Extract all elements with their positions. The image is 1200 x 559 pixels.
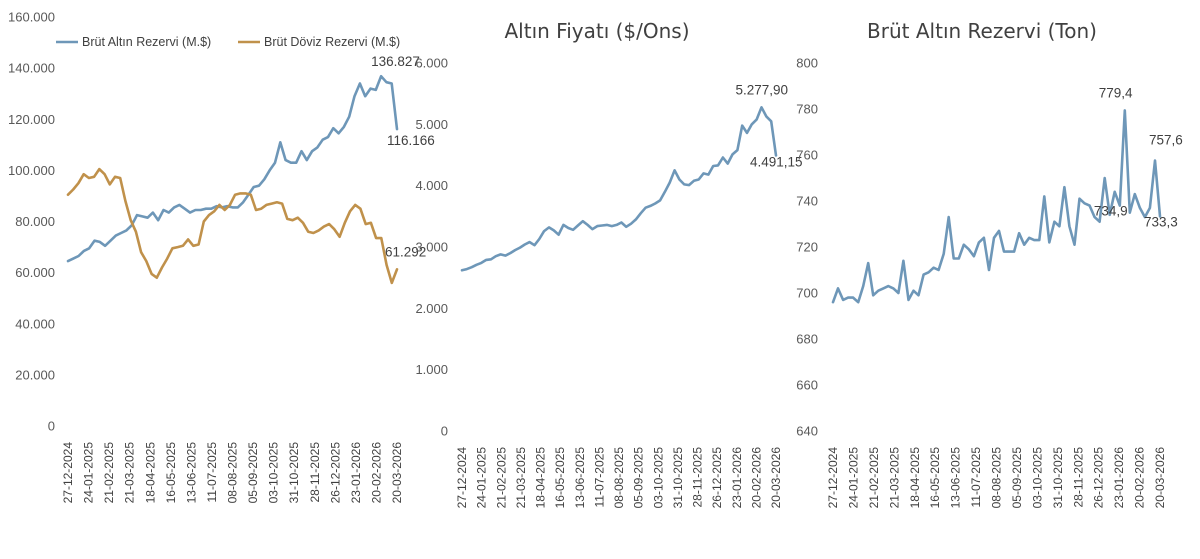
legend-entry: Brüt Döviz Rezervi (M.$) — [264, 35, 400, 49]
y-tick-label: 0 — [441, 424, 448, 439]
data-label: 779,4 — [1099, 85, 1133, 100]
chart-title: Brüt Altın Rezervi (Ton) — [867, 19, 1097, 43]
x-tick-label: 27-12-2024 — [61, 442, 75, 504]
y-tick-label: 700 — [796, 286, 818, 301]
y-tick-label: 660 — [796, 378, 818, 393]
x-tick-label: 21-03-2025 — [514, 447, 528, 509]
legend-entry: Brüt Altın Rezervi (M.$) — [82, 35, 211, 49]
x-tick-label: 31-10-2025 — [671, 447, 685, 509]
x-tick-label: 20-02-2026 — [369, 442, 383, 504]
x-tick-label: 03-10-2025 — [1030, 447, 1044, 509]
x-tick-label: 27-12-2024 — [826, 447, 840, 509]
x-tick-label: 21-03-2025 — [123, 442, 137, 504]
y-tick-label: 60.000 — [15, 265, 55, 280]
y-tick-label: 3.000 — [415, 240, 448, 255]
x-tick-label: 16-05-2025 — [553, 447, 567, 509]
chart-2: 0 1.000 2.000 3.000 4.000 5.000 6.000 Altın Fiy… — [415, 19, 802, 508]
x-tick-label: 08-08-2025 — [990, 447, 1004, 509]
data-label: 734,9 — [1094, 204, 1128, 219]
x-tick-label: 23-01-2026 — [730, 447, 744, 509]
x-tick-label: 28-11-2025 — [1071, 447, 1085, 508]
x-tick-label: 27-12-2024 — [455, 447, 469, 509]
series-line-1 — [460, 106, 778, 272]
y-tick-label: 140.000 — [8, 61, 55, 76]
y-tick-label: 40.000 — [15, 316, 55, 331]
x-tick-label: 31-10-2025 — [287, 442, 301, 504]
x-tick-label: 16-05-2025 — [928, 447, 942, 509]
x-tick-label: 24-01-2025 — [475, 447, 489, 509]
x-tick-label: 26-12-2025 — [328, 442, 342, 504]
y-tick-label: 640 — [796, 424, 818, 439]
x-tick-label: 28-11-2025 — [308, 442, 322, 503]
y-tick-label: 0 — [48, 419, 55, 434]
x-tick-label: 05-09-2025 — [1010, 447, 1024, 509]
y-tick-label: 780 — [796, 102, 818, 117]
x-tick-label: 26-12-2025 — [1092, 447, 1106, 509]
x-tick-label: 20-03-2026 — [1153, 447, 1167, 509]
x-tick-label: 24-01-2025 — [846, 447, 860, 509]
x-tick-label: 21-02-2025 — [867, 447, 881, 509]
y-tick-label: 740 — [796, 194, 818, 209]
y-tick-label: 680 — [796, 332, 818, 347]
y-tick-label: 4.000 — [415, 178, 448, 193]
x-tick-label: 03-10-2025 — [651, 447, 665, 509]
y-tick-label: 160.000 — [8, 10, 55, 25]
y-tick-label: 20.000 — [15, 367, 55, 382]
x-tick-label: 05-09-2025 — [246, 442, 260, 504]
x-tick-label: 24-01-2025 — [82, 442, 96, 504]
x-tick-label: 11-07-2025 — [969, 447, 983, 508]
x-tick-label: 13-06-2025 — [573, 447, 587, 509]
y-tick-label: 6.000 — [415, 56, 448, 71]
data-label: 733,3 — [1144, 214, 1178, 229]
y-tick-label: 720 — [796, 240, 818, 255]
y-tick-label: 5.000 — [415, 117, 448, 132]
x-tick-label: 20-03-2026 — [769, 447, 783, 509]
data-label: 5.277,90 — [736, 82, 789, 97]
data-label: 757,6 — [1149, 133, 1183, 148]
y-tick-label: 120.000 — [8, 112, 55, 127]
series-line-1 — [831, 109, 1162, 304]
y-tick-label: 800 — [796, 56, 818, 71]
x-tick-label: 13-06-2025 — [184, 442, 198, 504]
x-tick-label: 08-08-2025 — [226, 442, 240, 504]
y-tick-label: 2.000 — [415, 301, 448, 316]
x-tick-label: 20-03-2026 — [390, 442, 404, 504]
x-tick-label: 18-04-2025 — [143, 442, 157, 504]
x-tick-label: 20-02-2026 — [1133, 447, 1147, 509]
series-line-1 — [66, 74, 399, 263]
x-tick-label: 05-09-2025 — [632, 447, 646, 509]
series-line-2 — [66, 167, 399, 285]
data-label: 116.166 — [387, 133, 435, 148]
x-tick-label: 03-10-2025 — [267, 442, 281, 504]
chart-1: 0 20.000 40.000 60.000 80.000 100.000 120.000 1… — [8, 10, 435, 504]
x-tick-label: 18-04-2025 — [534, 447, 548, 509]
x-tick-label: 21-02-2025 — [102, 442, 116, 504]
y-tick-label: 100.000 — [8, 163, 55, 178]
x-tick-label: 23-01-2026 — [349, 442, 363, 504]
y-tick-label: 1.000 — [415, 362, 448, 377]
x-tick-label: 20-02-2026 — [749, 447, 763, 509]
x-tick-label: 21-02-2025 — [494, 447, 508, 509]
data-label: 136.827 — [371, 54, 420, 69]
x-tick-label: 28-11-2025 — [691, 447, 705, 508]
x-tick-label: 26-12-2025 — [710, 447, 724, 509]
y-tick-label: 80.000 — [15, 214, 55, 229]
x-tick-label: 08-08-2025 — [612, 447, 626, 509]
x-tick-label: 21-03-2025 — [887, 447, 901, 509]
chart-title: Altın Fiyatı ($/Ons) — [504, 19, 689, 43]
x-tick-label: 11-07-2025 — [205, 442, 219, 503]
chart-3: 640 660 680 700 720 740 760 780 800 Brüt Altın Re… — [796, 19, 1182, 508]
data-label: 61.292 — [385, 244, 426, 259]
data-label: 4.491,15 — [750, 155, 803, 170]
x-tick-label: 18-04-2025 — [908, 447, 922, 509]
x-tick-label: 11-07-2025 — [592, 447, 606, 508]
x-tick-label: 13-06-2025 — [949, 447, 963, 509]
y-tick-label: 760 — [796, 148, 818, 163]
x-tick-label: 31-10-2025 — [1051, 447, 1065, 509]
x-tick-label: 16-05-2025 — [164, 442, 178, 504]
x-tick-label: 23-01-2026 — [1112, 447, 1126, 509]
